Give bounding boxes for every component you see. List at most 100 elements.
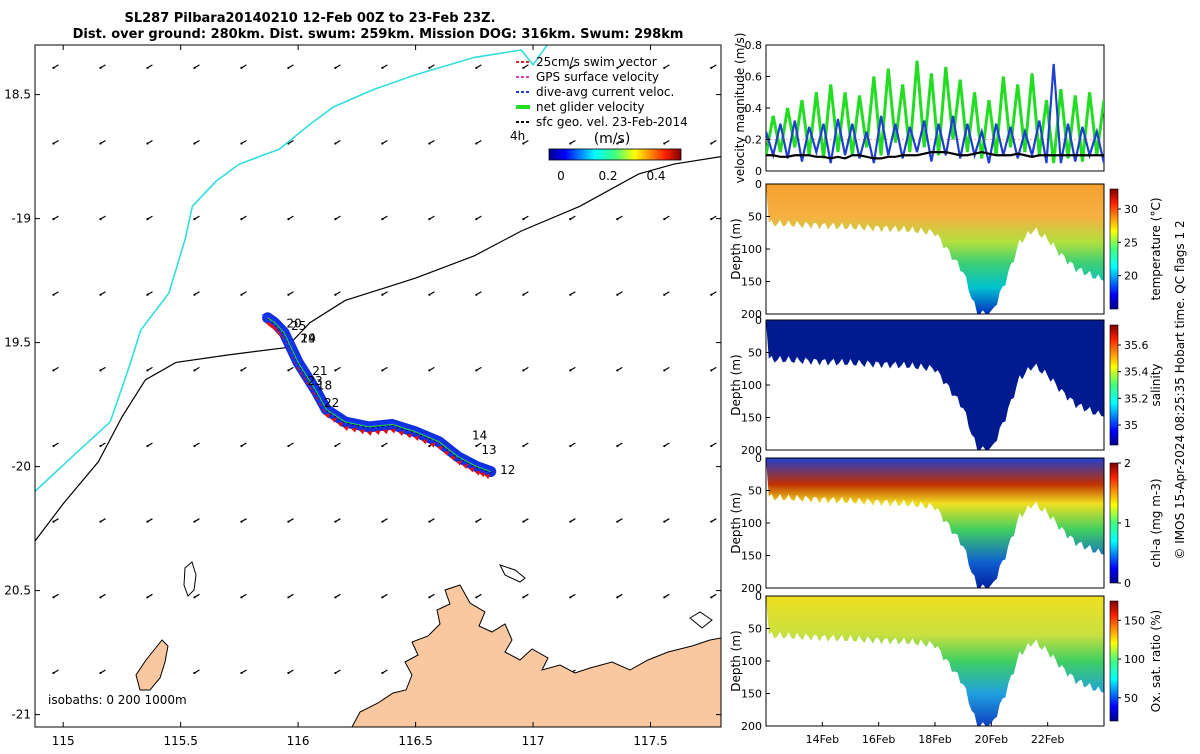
current-arrow	[569, 139, 576, 145]
velocity-line	[766, 60, 1104, 164]
colorbar-label: salinity	[1149, 363, 1163, 406]
velocity-axis-ticks: 0 0.2 0.4 0.6 0.8	[745, 39, 770, 178]
current-arrow	[475, 215, 482, 221]
current-arrow	[240, 593, 247, 599]
section-xtick: 22Feb	[1031, 733, 1064, 746]
current-arrow	[663, 215, 670, 221]
current-arrow	[381, 518, 388, 523]
section-colorbar	[1109, 324, 1119, 446]
current-arrow	[52, 442, 59, 448]
current-arrow	[99, 215, 106, 221]
current-arrow	[146, 139, 153, 145]
current-arrow	[52, 593, 59, 599]
section-ytick: 150	[741, 276, 762, 289]
velocity-ytick: 0.6	[745, 71, 763, 84]
legend-label: dive-avg current veloc.	[536, 85, 674, 99]
velocity-panel: 0 0.2 0.4 0.6 0.8 velocity magnitude (m/s)	[733, 33, 1105, 183]
current-arrow	[52, 64, 59, 69]
current-arrow	[663, 291, 670, 296]
current-arrow	[240, 291, 247, 296]
velocity-ytick: 0	[755, 165, 762, 178]
legend-item: GPS surface velocity	[516, 70, 659, 84]
land-island-small3	[689, 611, 713, 629]
current-arrow	[146, 366, 153, 372]
section-ylabel: Depth (m)	[729, 218, 743, 279]
current-arrow	[710, 291, 717, 296]
glider-track	[261, 312, 497, 479]
current-arrow	[146, 64, 153, 69]
legend-item: dive-avg current veloc.	[516, 85, 674, 99]
map-ytick: 18.5	[4, 88, 31, 102]
current-arrow	[569, 366, 576, 372]
current-arrow	[381, 442, 388, 448]
swim-vector	[468, 467, 475, 473]
current-arrow	[428, 291, 435, 296]
map-xtick: 117	[522, 734, 545, 748]
section-ytick: 50	[748, 623, 762, 636]
section-field	[766, 320, 1104, 450]
section-ytick: 50	[748, 211, 762, 224]
swim-vector	[359, 429, 366, 435]
section-field	[766, 184, 1104, 314]
current-arrow	[287, 518, 294, 523]
current-arrow	[475, 139, 482, 145]
map-xtick: 115	[52, 734, 75, 748]
section-xtick: 18Feb	[918, 733, 951, 746]
current-arrow	[428, 518, 435, 523]
current-arrow	[522, 215, 529, 221]
legend-item: 25cm/s swim vector	[516, 55, 657, 69]
swim-vector	[437, 445, 444, 451]
track-label: 19	[300, 332, 315, 346]
map-xtick: 115.5	[163, 734, 197, 748]
current-arrow	[99, 442, 106, 448]
legend-item: sfc geo. vel. 23-Feb-2014	[516, 115, 688, 129]
section-ylabel: Depth (m)	[729, 354, 743, 415]
current-arrow	[381, 366, 388, 372]
current-arrow	[381, 64, 388, 69]
current-arrow	[663, 593, 670, 599]
current-arrow	[193, 669, 200, 675]
track-label: 23	[308, 374, 323, 388]
track-label: 22	[324, 396, 339, 410]
current-arrow	[99, 518, 106, 523]
legend-label: GPS surface velocity	[536, 70, 659, 84]
legend-label: net glider velocity	[536, 100, 644, 114]
current-arrow	[663, 518, 670, 523]
current-arrow	[522, 442, 529, 448]
swim-vector	[351, 427, 358, 433]
map-xtick: 116.5	[398, 734, 432, 748]
colorbar-tick: 0	[1124, 577, 1131, 590]
colorbar-label: Ox. sat. ratio (%)	[1149, 610, 1163, 712]
isobaths-label: isobaths: 0 200 1000m	[48, 693, 187, 707]
current-arrow	[522, 64, 529, 69]
colorbar-tick: 35	[1124, 419, 1138, 432]
speed-colorbar	[548, 148, 682, 161]
current-arrow	[240, 366, 247, 372]
current-arrow	[522, 518, 529, 523]
current-arrow	[428, 64, 435, 69]
swim-vector	[479, 472, 486, 478]
current-arrow	[193, 139, 200, 145]
swim-vector	[324, 413, 331, 419]
track-label: 24	[300, 332, 315, 346]
map-ytick: 19.5	[4, 336, 31, 350]
velocity-line	[766, 150, 1104, 160]
footer-credit: © IMOS 15-Apr-2024 08:25:35 Hobart time.…	[1173, 220, 1187, 559]
swim-vector	[382, 429, 389, 435]
colorbar-tick: 25	[1124, 236, 1138, 249]
legend-label: sfc geo. vel. 23-Feb-2014	[536, 115, 688, 129]
current-arrow	[616, 139, 623, 145]
section-ytick: 0	[755, 178, 762, 191]
swim-vector	[366, 430, 373, 436]
current-arrow	[287, 215, 294, 221]
current-arrow	[287, 291, 294, 296]
current-arrow	[616, 215, 623, 221]
track-label: 25	[291, 319, 306, 333]
map-background	[35, 45, 721, 727]
current-arrow	[334, 518, 341, 523]
current-arrow	[99, 139, 106, 145]
section-xtick: 14Feb	[806, 733, 839, 746]
current-arrow	[569, 215, 576, 221]
